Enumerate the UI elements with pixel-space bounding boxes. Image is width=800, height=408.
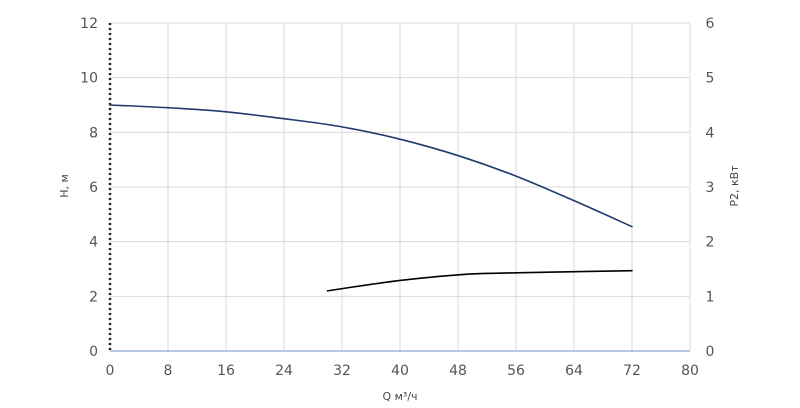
x-tick-label: 24 — [275, 363, 293, 379]
head-curve-line — [109, 104, 633, 228]
y-tick-label: 10 — [80, 71, 98, 87]
series — [109, 104, 633, 292]
x-tick-label: 64 — [565, 363, 583, 379]
y2-tick-label: 4 — [706, 125, 715, 141]
x-tick-label: 48 — [449, 363, 467, 379]
y2-tick-label: 1 — [706, 289, 715, 305]
x-tick-label: 80 — [681, 363, 699, 379]
x-tick-label: 16 — [217, 363, 235, 379]
y-tick-label: 12 — [80, 16, 98, 32]
power-curve-line — [326, 269, 633, 292]
x-axis-title: Q м³/ч — [382, 390, 417, 403]
y2-tick-label: 3 — [706, 180, 715, 196]
y2-tick-label: 2 — [706, 235, 715, 251]
x-tick-label: 0 — [106, 363, 115, 379]
y-tick-label: 6 — [89, 180, 98, 196]
y-tick-label: 8 — [89, 125, 98, 141]
x-tick-label: 40 — [391, 363, 409, 379]
y-tick-label: 2 — [89, 289, 98, 305]
y2-tick-label: 0 — [706, 344, 715, 360]
x-tick-label: 56 — [507, 363, 525, 379]
y2-tick-label: 5 — [706, 71, 715, 87]
x-tick-label: 32 — [333, 363, 351, 379]
y2-axis-title: P2, кВт — [728, 165, 741, 207]
y-tick-label: 4 — [89, 235, 98, 251]
y-axis-title: H, м — [58, 174, 71, 198]
x-tick-label: 72 — [623, 363, 641, 379]
axes — [108, 23, 691, 352]
grid — [109, 22, 691, 352]
x-tick-label: 8 — [164, 363, 173, 379]
y2-tick-label: 6 — [706, 16, 715, 32]
y-tick-label: 0 — [89, 344, 98, 360]
